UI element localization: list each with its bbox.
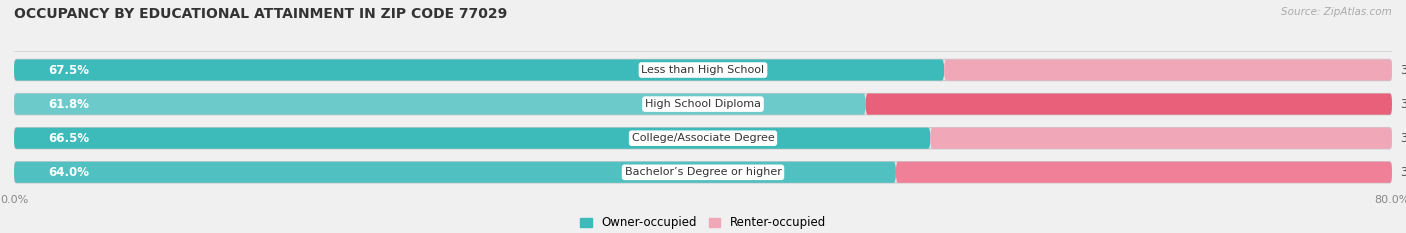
FancyBboxPatch shape [14,59,1392,81]
FancyBboxPatch shape [14,93,866,115]
Text: Bachelor’s Degree or higher: Bachelor’s Degree or higher [624,167,782,177]
Text: 32.5%: 32.5% [1400,64,1406,76]
Legend: Owner-occupied, Renter-occupied: Owner-occupied, Renter-occupied [575,212,831,233]
FancyBboxPatch shape [866,93,1392,115]
FancyBboxPatch shape [14,162,1392,183]
Text: Source: ZipAtlas.com: Source: ZipAtlas.com [1281,7,1392,17]
Text: Less than High School: Less than High School [641,65,765,75]
Text: College/Associate Degree: College/Associate Degree [631,133,775,143]
FancyBboxPatch shape [931,128,1392,149]
FancyBboxPatch shape [14,162,896,183]
Text: 67.5%: 67.5% [48,64,90,76]
Text: 61.8%: 61.8% [48,98,90,111]
Text: 33.5%: 33.5% [1400,132,1406,145]
Text: 36.0%: 36.0% [1400,166,1406,179]
Text: 64.0%: 64.0% [48,166,90,179]
Text: 66.5%: 66.5% [48,132,90,145]
FancyBboxPatch shape [945,59,1392,81]
Text: High School Diploma: High School Diploma [645,99,761,109]
FancyBboxPatch shape [14,93,1392,115]
Text: OCCUPANCY BY EDUCATIONAL ATTAINMENT IN ZIP CODE 77029: OCCUPANCY BY EDUCATIONAL ATTAINMENT IN Z… [14,7,508,21]
FancyBboxPatch shape [14,59,945,81]
FancyBboxPatch shape [896,162,1392,183]
Text: 38.2%: 38.2% [1400,98,1406,111]
FancyBboxPatch shape [14,128,931,149]
FancyBboxPatch shape [14,128,1392,149]
